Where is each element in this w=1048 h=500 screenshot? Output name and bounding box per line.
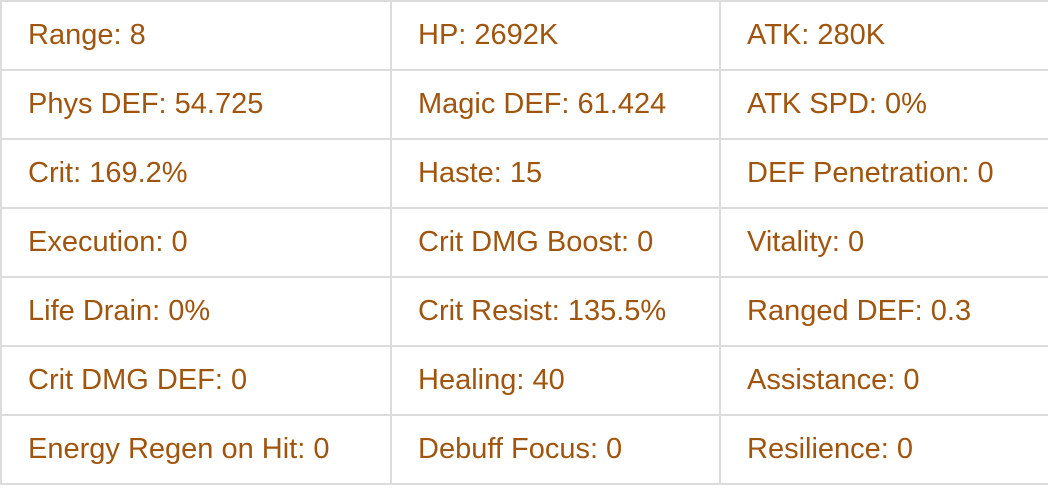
table-row: Energy Regen on Hit: 0 Debuff Focus: 0 Res… [0,414,1048,485]
stat-cell: Resilience: 0 [719,414,1048,485]
stat-cell: Execution: 0 [0,207,392,278]
table-row: Range: 8 HP: 2692K ATK: 280K [0,0,1048,71]
stat-cell: Vitality: 0 [719,207,1048,278]
table-row: Crit: 169.2% Haste: 15 DEF Penetration: 0 [0,138,1048,209]
table-row: Crit DMG DEF: 0 Healing: 40 Assistance: 0 [0,345,1048,416]
table-row: Life Drain: 0% Crit Resist: 135.5% Ranged … [0,276,1048,347]
table-row: Phys DEF: 54.725 Magic DEF: 61.424 ATK SPD… [0,69,1048,140]
stat-cell: Range: 8 [0,0,392,71]
stat-cell: Crit: 169.2% [0,138,392,209]
stat-cell: Crit DMG Boost: 0 [390,207,721,278]
stats-table: Range: 8 HP: 2692K ATK: 280K Phys DEF: 54.7… [0,0,1048,485]
stat-cell: ATK SPD: 0% [719,69,1048,140]
stat-cell: HP: 2692K [390,0,721,71]
stat-cell: Haste: 15 [390,138,721,209]
table-row: Execution: 0 Crit DMG Boost: 0 Vitality: 0 [0,207,1048,278]
stat-cell: Healing: 40 [390,345,721,416]
stat-cell: ATK: 280K [719,0,1048,71]
stat-cell: Crit Resist: 135.5% [390,276,721,347]
stat-cell: Life Drain: 0% [0,276,392,347]
stat-cell: Energy Regen on Hit: 0 [0,414,392,485]
stat-cell: Crit DMG DEF: 0 [0,345,392,416]
stat-cell: DEF Penetration: 0 [719,138,1048,209]
stat-cell: Magic DEF: 61.424 [390,69,721,140]
stat-cell: Assistance: 0 [719,345,1048,416]
stat-cell: Debuff Focus: 0 [390,414,721,485]
stat-cell: Phys DEF: 54.725 [0,69,392,140]
stat-cell: Ranged DEF: 0.3 [719,276,1048,347]
